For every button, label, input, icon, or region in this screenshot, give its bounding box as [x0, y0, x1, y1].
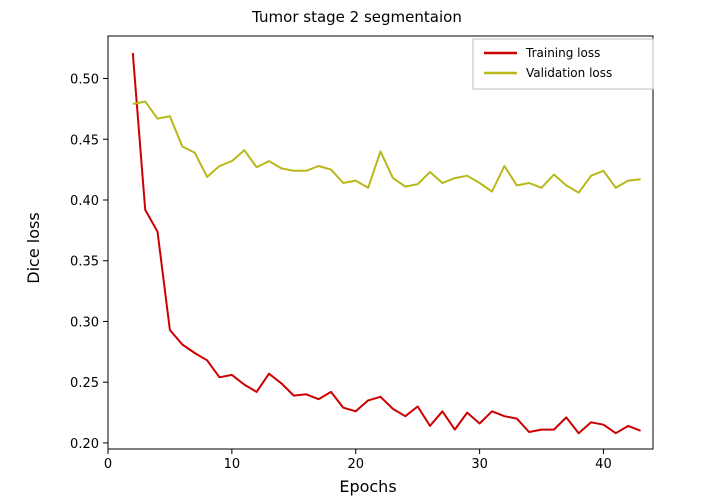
x-tick-label: 0 — [104, 457, 112, 472]
legend-label-validation-loss: Validation loss — [526, 66, 612, 80]
x-axis-title: Epochs — [339, 477, 396, 496]
y-tick-label: 0.45 — [70, 133, 99, 148]
x-tick-label: 40 — [595, 457, 612, 472]
y-axis: 0.20 0.25 0.30 0.35 0.40 0.45 0.50 — [70, 73, 108, 452]
legend-box — [472, 38, 654, 90]
x-tick-label: 20 — [347, 457, 364, 472]
plot-frame — [107, 35, 654, 450]
y-tick-label: 0.40 — [70, 194, 99, 209]
x-tick-label: 10 — [224, 457, 241, 472]
x-axis: 0 10 20 30 40 — [104, 449, 612, 472]
chart-title: Tumor stage 2 segmentaion — [251, 8, 462, 26]
y-tick-label: 0.35 — [70, 255, 99, 270]
y-tick-label: 0.20 — [70, 437, 99, 452]
x-tick-label: 30 — [471, 457, 488, 472]
series-line-validation-loss — [132, 100, 641, 194]
y-tick-label: 0.25 — [70, 376, 99, 391]
series-lines — [131, 52, 641, 435]
legend: Training loss Validation loss — [472, 38, 654, 90]
y-tick-label: 0.50 — [70, 73, 99, 88]
legend-label-training-loss: Training loss — [525, 46, 600, 60]
series-line-training-loss — [131, 52, 641, 435]
y-axis-title: Dice loss — [24, 212, 43, 283]
y-tick-label: 0.30 — [70, 315, 99, 330]
